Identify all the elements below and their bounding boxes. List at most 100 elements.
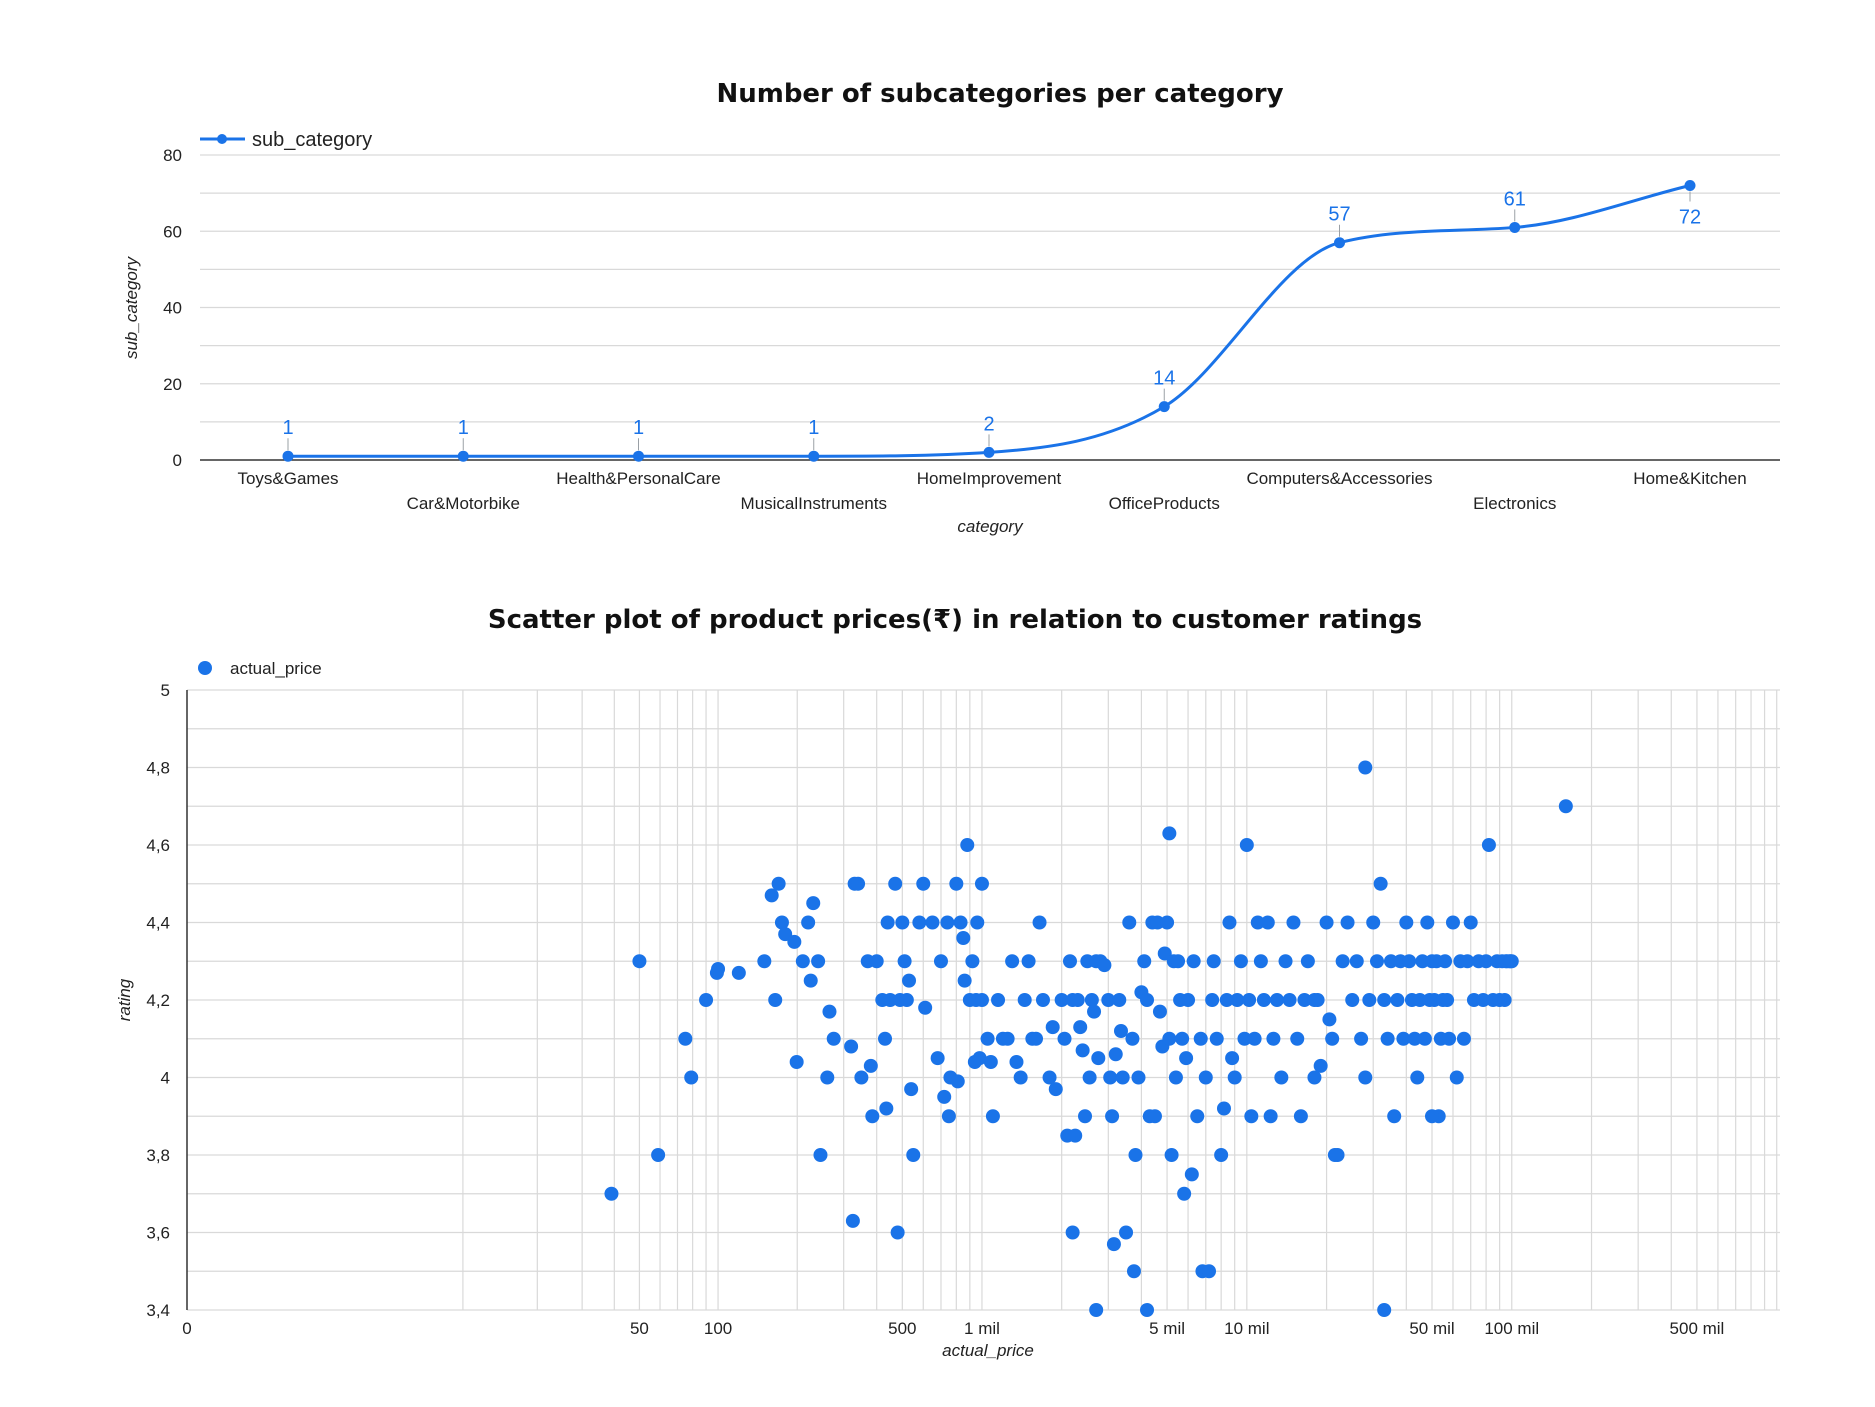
scatter-chart: Scatter plot of product prices(₹) in rel… — [115, 605, 1780, 1360]
line-x-tick-label: MusicalInstruments — [741, 494, 887, 513]
scatter-x-tick-label: 50 mil — [1409, 1319, 1454, 1338]
line-data-label: 1 — [808, 417, 819, 439]
scatter-point — [1225, 1051, 1240, 1066]
scatter-point — [1425, 1109, 1440, 1124]
line-chart-points — [282, 180, 1696, 462]
scatter-point — [1244, 1109, 1259, 1124]
scatter-point — [930, 1051, 945, 1066]
line-data-label: 1 — [633, 417, 644, 439]
line-y-tick-label: 60 — [163, 222, 182, 241]
line-chart-y-axis-title: sub_category — [122, 255, 141, 359]
scatter-point — [1115, 1070, 1130, 1085]
scatter-point — [757, 954, 772, 969]
scatter-y-tick-label: 5 — [161, 681, 170, 700]
scatter-y-tick-label: 4,4 — [146, 914, 170, 933]
scatter-chart-gridlines — [187, 689, 1780, 1311]
scatter-x-tick-label: 100 mil — [1484, 1319, 1539, 1338]
scatter-y-tick-label: 4 — [161, 1069, 170, 1088]
line-point — [983, 446, 995, 458]
scatter-point — [1253, 954, 1268, 969]
scatter-point — [878, 1031, 893, 1046]
line-x-tick-label: Car&Motorbike — [407, 494, 520, 513]
scatter-point — [1340, 915, 1355, 930]
scatter-point — [906, 1148, 921, 1162]
scatter-point — [1230, 993, 1245, 1007]
scatter-point — [1222, 915, 1237, 930]
line-series-sub_category — [287, 184, 1691, 458]
scatter-point — [1460, 954, 1475, 969]
scatter-point — [1410, 1070, 1425, 1085]
scatter-point — [1101, 993, 1116, 1007]
scatter-point — [826, 1031, 841, 1046]
scatter-point — [1137, 954, 1152, 969]
scatter-point — [806, 896, 821, 911]
scatter-point — [789, 1055, 804, 1069]
line-x-tick-label: OfficeProducts — [1109, 494, 1220, 513]
line-data-label: 1 — [282, 417, 293, 439]
line-chart-gridlines — [200, 154, 1780, 423]
scatter-point — [1164, 1148, 1179, 1162]
scatter-x-tick-label: 500 — [888, 1319, 916, 1338]
scatter-point — [1048, 1082, 1063, 1097]
line-y-tick-label: 0 — [173, 451, 182, 470]
scatter-point — [1260, 915, 1275, 930]
scatter-point — [1062, 954, 1077, 969]
scatter-point — [1420, 915, 1435, 930]
line-point — [633, 450, 644, 462]
scatter-point — [1021, 954, 1036, 969]
scatter-point — [711, 962, 726, 976]
scatter-point — [1184, 1167, 1199, 1182]
scatter-point — [764, 888, 779, 903]
scatter-point — [813, 1148, 828, 1162]
scatter-x-tick-label: 100 — [704, 1319, 732, 1338]
line-data-label: 72 — [1679, 207, 1701, 229]
scatter-point — [970, 915, 985, 930]
scatter-point — [1087, 1004, 1102, 1019]
scatter-point — [771, 876, 786, 891]
line-chart-data-labels: 1 1 1 1 2 14 57 61 72 — [282, 188, 1701, 451]
scatter-point — [768, 993, 783, 1007]
scatter-point — [983, 1055, 998, 1069]
line-point — [282, 450, 294, 462]
scatter-point — [699, 993, 714, 1007]
scatter-point — [933, 954, 948, 969]
scatter-point — [795, 954, 810, 969]
scatter-point — [1168, 1070, 1183, 1085]
scatter-point — [854, 1070, 869, 1085]
line-point — [808, 450, 820, 462]
scatter-point — [985, 1109, 1000, 1124]
scatter-point — [956, 931, 971, 945]
scatter-point — [1293, 1109, 1308, 1124]
line-y-tick-label: 80 — [163, 146, 182, 165]
scatter-point — [1070, 993, 1085, 1007]
scatter-point — [895, 915, 910, 930]
scatter-point — [1032, 915, 1047, 930]
scatter-point — [863, 1058, 878, 1073]
line-point — [1158, 401, 1170, 413]
scatter-point — [865, 1109, 880, 1124]
scatter-point — [1445, 915, 1460, 930]
scatter-point — [888, 876, 903, 891]
scatter-point — [1175, 1031, 1190, 1046]
scatter-point — [965, 954, 980, 969]
scatter-point — [851, 876, 866, 891]
scatter-point — [1017, 993, 1032, 1007]
scatter-point — [1266, 1031, 1281, 1046]
scatter-point — [1286, 915, 1301, 930]
line-legend-label: sub_category — [252, 129, 372, 151]
scatter-point — [960, 838, 975, 852]
scatter-point — [1307, 993, 1322, 1007]
line-data-label: 61 — [1504, 188, 1526, 210]
scatter-point — [1407, 1031, 1422, 1046]
scatter-point — [1358, 1070, 1373, 1085]
scatter-point — [937, 1089, 952, 1104]
scatter-x-tick-label: 5 mil — [1149, 1319, 1185, 1338]
scatter-point — [678, 1031, 693, 1046]
scatter-point — [880, 915, 895, 930]
scatter-point — [918, 1000, 933, 1015]
scatter-point — [1089, 1303, 1104, 1317]
scatter-point — [974, 993, 989, 1007]
line-x-tick-label: Home&Kitchen — [1633, 469, 1746, 488]
line-data-label: 14 — [1153, 368, 1175, 390]
scatter-y-tick-label: 3,6 — [146, 1224, 170, 1243]
